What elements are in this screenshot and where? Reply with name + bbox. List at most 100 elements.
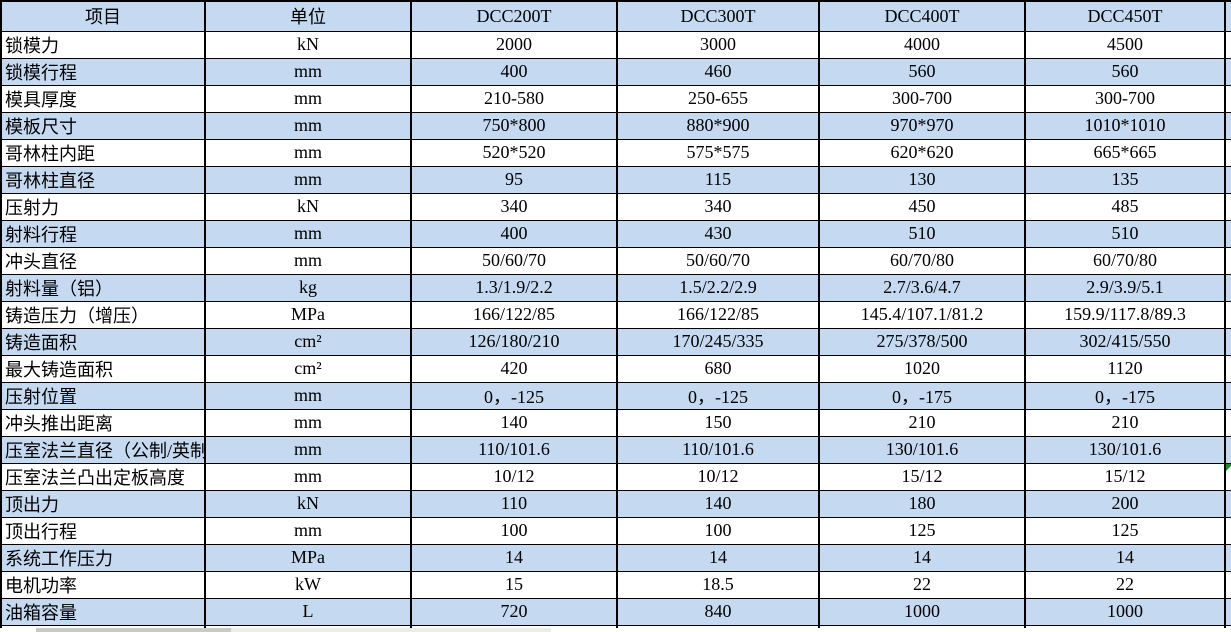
value-cell-dcc300t[interactable]: 250-655 [616, 84, 819, 113]
value-cell-dcc300t[interactable]: 840 [616, 597, 819, 626]
value-cell-dcc400t[interactable]: 15/12 [818, 462, 1025, 491]
value-cell-dcc400t[interactable]: 145.4/107.1/81.2 [818, 300, 1025, 329]
value-cell-dcc450t[interactable]: 1120 [1024, 354, 1225, 383]
value-cell-dcc200t[interactable]: 420 [410, 354, 617, 383]
value-cell-dcc200t[interactable]: 15 [410, 570, 617, 599]
value-cell-dcc450t[interactable]: 15/12 [1024, 462, 1225, 491]
value-cell-dcc450t[interactable]: 22 [1024, 570, 1225, 599]
value-cell-dcc200t[interactable]: 400 [410, 219, 617, 248]
value-cell-dcc400t[interactable]: 275/378/500 [818, 327, 1025, 356]
value-cell-dcc200t[interactable]: 100 [410, 516, 617, 545]
value-cell-dcc300t[interactable]: 100 [616, 516, 819, 545]
unit-cell[interactable]: cm² [204, 327, 411, 356]
unit-cell[interactable]: MPa [204, 543, 411, 572]
value-cell-dcc300t[interactable]: 680 [616, 354, 819, 383]
value-cell-dcc450t[interactable]: 125 [1024, 516, 1225, 545]
value-cell-dcc400t[interactable]: 1000 [818, 597, 1025, 626]
value-cell-dcc400t[interactable]: 180 [818, 489, 1025, 518]
row-label-cell[interactable]: 哥林柱直径 [0, 165, 205, 194]
value-cell-dcc200t[interactable]: 520*520 [410, 138, 617, 167]
column-header-dcc300t[interactable]: DCC300T [616, 0, 819, 32]
unit-cell[interactable]: MPa [204, 300, 411, 329]
value-cell-dcc400t[interactable]: 130/101.6 [818, 435, 1025, 464]
value-cell-dcc300t[interactable]: 115 [616, 165, 819, 194]
value-cell-dcc300t[interactable]: 50/60/70 [616, 246, 819, 275]
row-label-cell[interactable]: 铸造面积 [0, 327, 205, 356]
value-cell-dcc400t[interactable]: 0，-175 [818, 381, 1025, 410]
value-cell-dcc300t[interactable]: 0，-125 [616, 381, 819, 410]
value-cell-dcc300t[interactable]: 170/245/335 [616, 327, 819, 356]
unit-cell[interactable]: mm [204, 84, 411, 113]
row-label-cell[interactable]: 模板尺寸 [0, 111, 205, 140]
value-cell-dcc200t[interactable]: 750*800 [410, 111, 617, 140]
value-cell-dcc400t[interactable]: 22 [818, 570, 1025, 599]
value-cell-dcc200t[interactable]: 50/60/70 [410, 246, 617, 275]
value-cell-dcc400t[interactable]: 560 [818, 57, 1025, 86]
value-cell-dcc450t[interactable]: 60/70/80 [1024, 246, 1225, 275]
value-cell-dcc200t[interactable]: 126/180/210 [410, 327, 617, 356]
value-cell-dcc450t[interactable]: 0，-175 [1024, 381, 1225, 410]
value-cell-dcc450t[interactable]: 302/415/550 [1024, 327, 1225, 356]
value-cell-dcc400t[interactable]: 970*970 [818, 111, 1025, 140]
value-cell-dcc400t[interactable]: 130 [818, 165, 1025, 194]
row-label-cell[interactable]: 冲头推出距离 [0, 408, 205, 437]
value-cell-dcc450t[interactable]: 2.9/3.9/5.1 [1024, 273, 1225, 302]
unit-cell[interactable]: mm [204, 408, 411, 437]
unit-cell[interactable]: mm [204, 219, 411, 248]
value-cell-dcc200t[interactable]: 10/12 [410, 462, 617, 491]
row-label-cell[interactable]: 锁模力 [0, 30, 205, 59]
value-cell-dcc400t[interactable]: 1020 [818, 354, 1025, 383]
value-cell-dcc450t[interactable]: 300-700 [1024, 84, 1225, 113]
value-cell-dcc200t[interactable]: 2000 [410, 30, 617, 59]
row-label-cell[interactable]: 冲头直径 [0, 246, 205, 275]
value-cell-dcc300t[interactable]: 880*900 [616, 111, 819, 140]
value-cell-dcc300t[interactable]: 460 [616, 57, 819, 86]
unit-cell[interactable]: cm² [204, 354, 411, 383]
value-cell-dcc200t[interactable]: 95 [410, 165, 617, 194]
unit-cell[interactable]: kW [204, 570, 411, 599]
column-header-dcc450t[interactable]: DCC450T [1024, 0, 1225, 32]
unit-cell[interactable]: mm [204, 381, 411, 410]
row-label-cell[interactable]: 最大铸造面积 [0, 354, 205, 383]
value-cell-dcc450t[interactable]: 485 [1024, 192, 1225, 221]
unit-cell[interactable]: L [204, 597, 411, 626]
value-cell-dcc450t[interactable]: 135 [1024, 165, 1225, 194]
row-label-cell[interactable]: 压室法兰直径（公制/英制） [0, 435, 205, 464]
value-cell-dcc450t[interactable]: 200 [1024, 489, 1225, 518]
value-cell-dcc400t[interactable]: 4000 [818, 30, 1025, 59]
value-cell-dcc450t[interactable]: 510 [1024, 219, 1225, 248]
value-cell-dcc200t[interactable]: 400 [410, 57, 617, 86]
value-cell-dcc400t[interactable]: 210 [818, 408, 1025, 437]
value-cell-dcc300t[interactable]: 430 [616, 219, 819, 248]
row-label-cell[interactable]: 系统工作压力 [0, 543, 205, 572]
row-label-cell[interactable]: 铸造压力（增压） [0, 300, 205, 329]
value-cell-dcc450t[interactable]: 560 [1024, 57, 1225, 86]
value-cell-dcc400t[interactable]: 14 [818, 543, 1025, 572]
value-cell-dcc300t[interactable]: 10/12 [616, 462, 819, 491]
value-cell-dcc300t[interactable]: 14 [616, 543, 819, 572]
value-cell-dcc450t[interactable]: 1010*1010 [1024, 111, 1225, 140]
value-cell-dcc400t[interactable]: 450 [818, 192, 1025, 221]
value-cell-dcc200t[interactable]: 1.3/1.9/2.2 [410, 273, 617, 302]
unit-cell[interactable]: mm [204, 435, 411, 464]
value-cell-dcc200t[interactable]: 0，-125 [410, 381, 617, 410]
value-cell-dcc300t[interactable]: 3000 [616, 30, 819, 59]
column-header-dcc400t[interactable]: DCC400T [818, 0, 1025, 32]
value-cell-dcc450t[interactable]: 130/101.6 [1024, 435, 1225, 464]
unit-cell[interactable]: mm [204, 57, 411, 86]
row-label-cell[interactable]: 油箱容量 [0, 597, 205, 626]
value-cell-dcc450t[interactable]: 4500 [1024, 30, 1225, 59]
value-cell-dcc300t[interactable]: 340 [616, 192, 819, 221]
value-cell-dcc300t[interactable]: 110/101.6 [616, 435, 819, 464]
column-header-dcc200t[interactable]: DCC200T [410, 0, 617, 32]
value-cell-dcc450t[interactable]: 14 [1024, 543, 1225, 572]
value-cell-dcc300t[interactable]: 18.5 [616, 570, 819, 599]
row-label-cell[interactable]: 射料量（铝） [0, 273, 205, 302]
unit-cell[interactable]: mm [204, 246, 411, 275]
value-cell-dcc200t[interactable]: 210-580 [410, 84, 617, 113]
unit-cell[interactable]: mm [204, 165, 411, 194]
row-label-cell[interactable]: 压室法兰凸出定板高度 [0, 462, 205, 491]
row-label-cell[interactable]: 顶出行程 [0, 516, 205, 545]
unit-cell[interactable]: kN [204, 30, 411, 59]
value-cell-dcc300t[interactable]: 150 [616, 408, 819, 437]
